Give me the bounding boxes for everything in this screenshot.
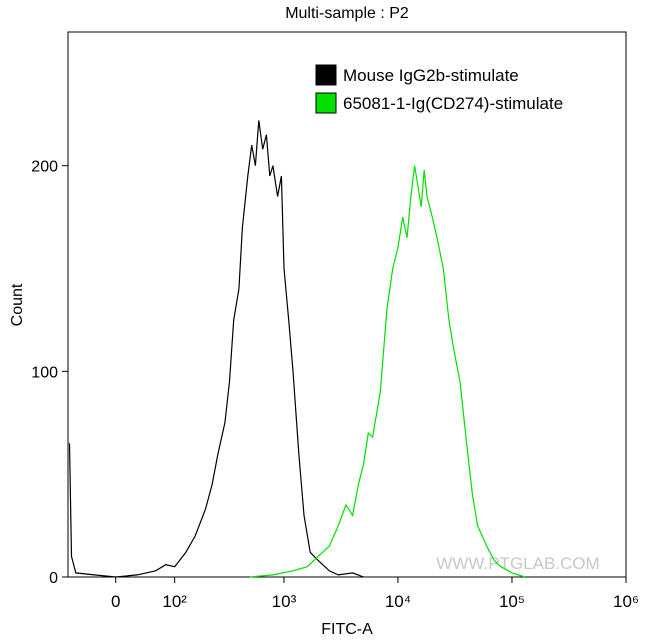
x-tick-label: 10³ — [272, 592, 297, 611]
y-tick-label: 0 — [49, 570, 58, 587]
x-axis-label: FITC-A — [321, 621, 373, 638]
y-axis-label: Count — [9, 283, 26, 326]
legend-swatch — [315, 64, 337, 86]
x-tick-label: 10⁴ — [385, 592, 411, 611]
legend-label: Mouse IgG2b-stimulate — [343, 66, 519, 85]
x-tick-label: 10² — [162, 592, 187, 611]
x-tick-label: 10⁶ — [613, 592, 639, 611]
histogram-line — [68, 120, 364, 578]
x-tick-label: 10⁵ — [499, 592, 525, 611]
y-tick-label: 200 — [31, 159, 58, 176]
x-tick-label: 0 — [111, 592, 120, 611]
histogram-line — [249, 165, 526, 578]
legend-swatch — [315, 92, 337, 114]
chart-title: Multi-sample : P2 — [285, 5, 409, 22]
y-tick-label: 100 — [31, 364, 58, 381]
watermark: WWW.PTGLAB.COM — [436, 554, 599, 573]
legend-label: 65081-1-Ig(CD274)-stimulate — [343, 94, 563, 113]
plot-frame — [67, 31, 627, 578]
